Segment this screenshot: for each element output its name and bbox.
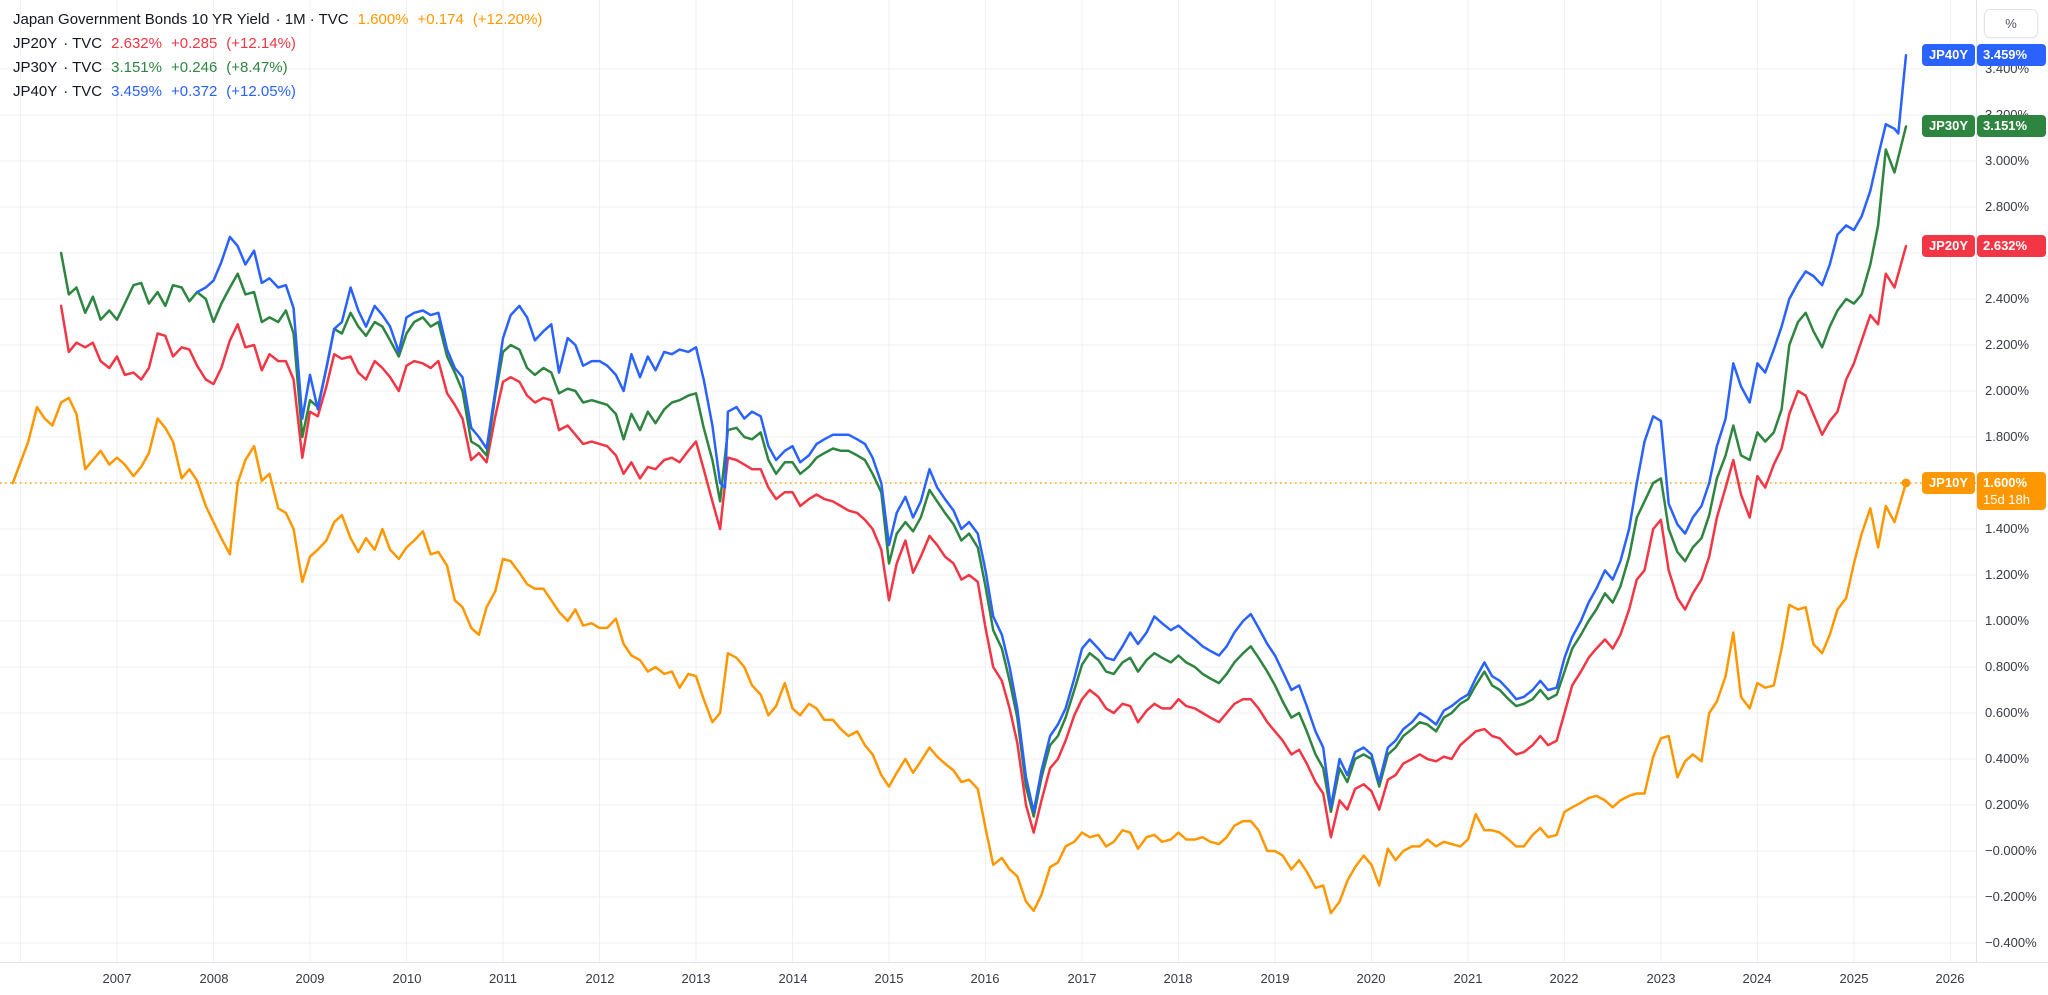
legend-change: +0.246 [170,58,218,76]
time-tick-label: 2025 [1839,971,1869,986]
series-line-jp20y[interactable] [59,244,1908,839]
legend-change-pct: (+8.47%) [226,58,288,76]
price-tick-label: 3.400% [1985,61,2030,76]
time-tick-label: 2007 [102,971,132,986]
legend-change-pct: (+12.20%) [472,10,543,28]
legend-symbol-suffix: · TVC [63,82,103,100]
legend-last-value: 3.151% [111,58,162,76]
price-tick-label: 2.600% [1985,245,2030,260]
series-line-jp30y[interactable] [59,125,1908,818]
price-tick-label: 0.200% [1985,797,2030,812]
time-tick-label: 2019 [1260,971,1290,986]
percent-icon: % [2005,16,2017,31]
time-tick-label: 2017 [1067,971,1097,986]
percent-scale-button[interactable]: % [1984,9,2038,38]
legend-symbol-title: JP20Y [13,34,58,52]
price-tick-label: 1.000% [1985,613,2030,628]
legend-symbol-suffix: · 1M · TVC [275,10,349,28]
series-line-jp40y[interactable] [195,53,1908,814]
time-tick-label: 2012 [585,971,615,986]
price-tick-label: 1.400% [1985,521,2030,536]
legend-change-pct: (+12.05%) [226,82,296,100]
chart-legend: Japan Government Bonds 10 YR Yield · 1M … [13,7,542,103]
time-tick-label: 2026 [1935,971,1965,986]
price-tick-label: 1.200% [1985,567,2030,582]
legend-symbol-suffix: · TVC [63,58,103,76]
legend-change: +0.285 [170,34,218,52]
chart-canvas[interactable] [0,0,1976,962]
legend-symbol-title: Japan Government Bonds 10 YR Yield [13,10,270,28]
price-tick-label: 2.800% [1985,199,2030,214]
legend-change-pct: (+12.14%) [226,34,296,52]
time-tick-label: 2023 [1646,971,1676,986]
price-tick-label: 1.600% [1985,475,2030,490]
legend-row-jp30y[interactable]: JP30Y · TVC 3.151% +0.246 (+8.47%) [13,55,542,79]
price-tick-label: 0.600% [1985,705,2030,720]
legend-row-jp10y[interactable]: Japan Government Bonds 10 YR Yield · 1M … [13,7,542,31]
legend-last-value: 2.632% [111,34,162,52]
legend-row-jp20y[interactable]: JP20Y · TVC 2.632% +0.285 (+12.14%) [13,31,542,55]
time-tick-label: 2009 [295,971,325,986]
time-tick-label: 2016 [970,971,1000,986]
time-tick-label: 2020 [1356,971,1386,986]
time-tick-label: 2022 [1549,971,1579,986]
price-tick-label: 1.800% [1985,429,2030,444]
price-tick-label: 2.400% [1985,291,2030,306]
price-tick-label: 3.000% [1985,153,2030,168]
price-tick-label: 0.400% [1985,751,2030,766]
price-tick-label: 2.000% [1985,383,2030,398]
time-tick-label: 2010 [392,971,422,986]
legend-change: +0.174 [417,10,464,28]
legend-symbol-suffix: · TVC [63,34,103,52]
legend-change: +0.372 [170,82,218,100]
price-tick-label: 0.800% [1985,659,2030,674]
price-tick-label: 2.200% [1985,337,2030,352]
time-tick-label: 2008 [199,971,229,986]
time-tick-label: 2015 [874,971,904,986]
legend-symbol-title: JP30Y [13,58,58,76]
legend-last-value: 1.600% [357,10,409,28]
chart-plot-area[interactable] [0,0,1976,962]
time-axis[interactable]: 2007 2008 2009 2010 2011 2012 2013 2014 2015 2016… [0,962,2048,995]
price-tick-label: −0.200% [1985,889,2037,904]
price-tick-label: 3.200% [1985,107,2030,122]
legend-symbol-title: JP40Y [13,82,58,100]
time-tick-label: 2013 [681,971,711,986]
price-axis[interactable]: % 3.400% 3.200% 3.000% 2.800% 2.600% 2.400% 2.… [1976,0,2048,962]
price-tick-label: −0.400% [1985,935,2037,950]
legend-last-value: 3.459% [111,82,162,100]
legend-row-jp40y[interactable]: JP40Y · TVC 3.459% +0.372 (+12.05%) [13,79,542,103]
time-tick-label: 2011 [489,971,517,986]
time-tick-label: 2018 [1163,971,1193,986]
time-tick-label: 2021 [1453,971,1483,986]
time-tick-label: 2014 [778,971,808,986]
series-line-jp10y[interactable] [11,396,1908,915]
last-price-dot [1901,478,1911,488]
price-tick-label: −0.000% [1985,843,2037,858]
time-tick-label: 2024 [1742,971,1772,986]
